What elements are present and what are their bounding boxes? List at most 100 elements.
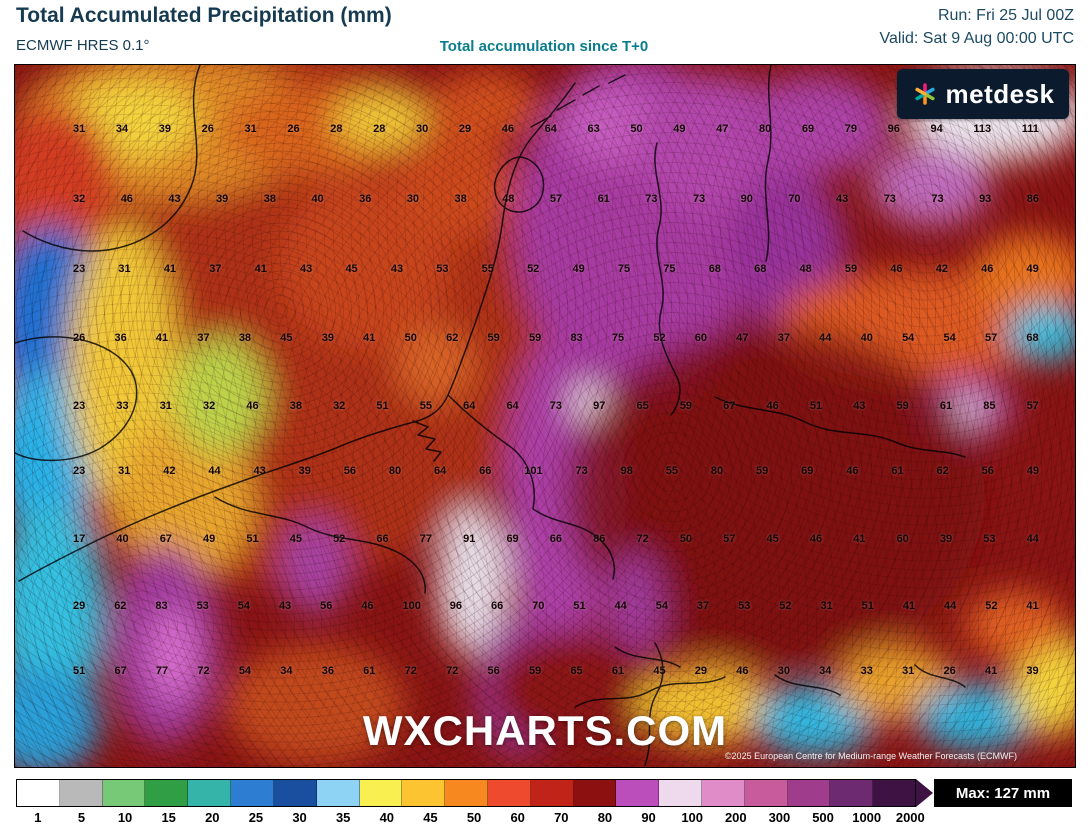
precip-value: 93 <box>979 193 992 205</box>
precipitation-field <box>15 65 1075 767</box>
colorbar-tick-label: 1000 <box>852 810 882 825</box>
precip-value: 77 <box>155 665 169 677</box>
precip-value: 57 <box>723 533 736 545</box>
precip-value-row: 29 62 83 53 54 43 56 46 100 96 66 70 51 44 54 37 53 52 31 5… <box>73 598 1039 614</box>
precip-value: 63 <box>587 123 600 135</box>
colorbar-segment <box>487 780 531 806</box>
colorbar-tick-label: 80 <box>597 810 613 825</box>
precip-value: 30 <box>416 123 429 135</box>
precip-value-row: 23 31 42 44 43 39 56 80 64 66 101 73 98 55 80 59 69 46 61 6… <box>73 463 1039 479</box>
precip-value: 29 <box>73 600 86 612</box>
precip-value: 52 <box>527 263 540 275</box>
precip-value: 41 <box>155 332 169 344</box>
precip-value: 54 <box>943 332 956 344</box>
precip-value: 100 <box>402 600 421 612</box>
precip-value: 38 <box>289 400 302 412</box>
colorbar-segment <box>359 780 403 806</box>
precip-value: 43 <box>300 263 313 275</box>
precip-value: 51 <box>861 600 874 612</box>
precip-value: 37 <box>197 332 210 344</box>
precip-value: 101 <box>524 465 543 477</box>
colorbar-segment <box>59 780 103 806</box>
precip-value: 34 <box>819 665 832 677</box>
precip-value: 46 <box>246 400 259 412</box>
precip-value: 59 <box>528 332 542 344</box>
colorbar-tick-label: 2000 <box>895 810 925 825</box>
precip-value: 36 <box>321 665 334 677</box>
precip-value: 44 <box>819 332 832 344</box>
precip-value: 39 <box>1026 665 1039 677</box>
precip-value: 31 <box>159 400 172 412</box>
precip-value: 72 <box>636 533 649 545</box>
colorbar-tick-label: 30 <box>292 810 307 825</box>
precip-value: 39 <box>158 123 171 135</box>
precip-value: 39 <box>321 332 334 344</box>
precip-value: 50 <box>630 123 643 135</box>
precip-value: 55 <box>419 400 432 412</box>
precip-value-grid: 31 34 39 26 31 26 28 28 30 29 46 64 63 50 49 47 80 69 79 96… <box>15 65 1075 767</box>
precip-value: 40 <box>860 332 873 344</box>
precip-value: 48 <box>502 193 515 205</box>
metdesk-star-icon <box>914 83 935 105</box>
precip-value: 46 <box>846 465 859 477</box>
precip-value: 66 <box>490 600 504 612</box>
precip-value: 46 <box>501 123 514 135</box>
colorbar-tick-label: 60 <box>510 810 525 825</box>
precip-value: 51 <box>809 400 823 412</box>
precip-value: 69 <box>801 465 814 477</box>
precip-value: 86 <box>593 533 606 545</box>
precip-value: 31 <box>118 465 131 477</box>
precip-value: 72 <box>197 665 210 677</box>
precip-value: 40 <box>311 193 324 205</box>
precip-value: 38 <box>454 193 467 205</box>
precip-value-row: 23 31 41 37 41 43 45 43 53 55 52 49 75 75 68 68 48 59 46 42… <box>73 261 1039 277</box>
precip-value: 54 <box>902 332 915 344</box>
precip-value: 61 <box>891 465 904 477</box>
precip-value: 52 <box>985 600 998 612</box>
precip-value: 33 <box>860 665 873 677</box>
colorbar-tick-label: 20 <box>205 810 220 825</box>
precip-value: 85 <box>983 400 996 412</box>
precip-value: 68 <box>708 263 721 275</box>
precip-value: 26 <box>73 332 86 344</box>
precip-value: 44 <box>208 465 221 477</box>
precip-value: 41 <box>363 332 376 344</box>
valid-label: Valid: Sat 9 Aug 00:00 UTC <box>879 30 1074 47</box>
precip-value: 23 <box>73 263 86 275</box>
precip-value: 45 <box>766 533 779 545</box>
precip-value: 49 <box>1026 263 1039 275</box>
colorbar-tick-label: 5 <box>77 810 86 825</box>
precip-value: 28 <box>330 123 343 135</box>
precip-value: 91 <box>463 533 476 545</box>
precip-value: 42 <box>163 465 176 477</box>
precip-value: 62 <box>446 332 459 344</box>
precip-value: 54 <box>237 600 250 612</box>
precip-value: 37 <box>777 332 790 344</box>
precip-value: 57 <box>984 332 998 344</box>
precip-value: 44 <box>614 600 627 612</box>
precip-value: 70 <box>532 600 545 612</box>
precip-value: 96 <box>449 600 463 612</box>
precip-value: 41 <box>254 263 267 275</box>
precip-value: 54 <box>655 600 668 612</box>
colorbar-segment <box>787 780 831 806</box>
precip-value: 47 <box>716 123 729 135</box>
precip-value: 41 <box>163 263 177 275</box>
precip-value: 37 <box>209 263 222 275</box>
colorbar-segment <box>873 780 916 806</box>
precip-value-row: 32 46 43 39 38 40 36 30 38 48 57 61 73 73 90 70 43 73 73 93… <box>73 191 1039 207</box>
precip-value: 43 <box>253 465 266 477</box>
accumulation-note: Total accumulation since T+0 <box>439 38 649 55</box>
colorbar-segment <box>102 780 146 806</box>
precip-value: 53 <box>436 263 449 275</box>
precip-value: 59 <box>755 465 769 477</box>
precip-value: 70 <box>788 193 801 205</box>
precip-value: 94 <box>930 123 943 135</box>
precip-value: 68 <box>754 263 767 275</box>
precip-value: 67 <box>114 665 127 677</box>
precip-value: 45 <box>653 665 666 677</box>
precip-value: 50 <box>404 332 417 344</box>
precip-value: 65 <box>636 400 649 412</box>
colorbar-tick-label: 1 <box>34 810 42 825</box>
precip-value: 111 <box>1021 123 1039 135</box>
